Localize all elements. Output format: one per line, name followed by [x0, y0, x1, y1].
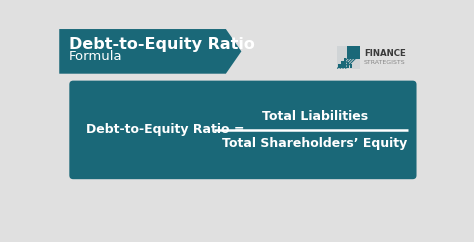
Bar — [341, 60, 344, 68]
Text: FINANCE: FINANCE — [364, 49, 406, 58]
Text: Total Shareholders’ Equity: Total Shareholders’ Equity — [222, 137, 408, 150]
Bar — [347, 62, 349, 68]
FancyBboxPatch shape — [69, 81, 417, 179]
Text: Debt-to-Equity Ratio =: Debt-to-Equity Ratio = — [86, 123, 244, 136]
Bar — [338, 64, 341, 68]
Bar — [350, 64, 352, 68]
Bar — [337, 46, 360, 69]
Polygon shape — [59, 29, 241, 74]
Text: Total Liabilities: Total Liabilities — [262, 110, 368, 122]
Text: Debt-to-Equity Ratio: Debt-to-Equity Ratio — [69, 37, 255, 52]
Text: STRATEGISTS: STRATEGISTS — [364, 60, 405, 65]
Bar — [344, 58, 346, 68]
Text: Formula: Formula — [69, 50, 122, 63]
Bar — [347, 46, 360, 59]
